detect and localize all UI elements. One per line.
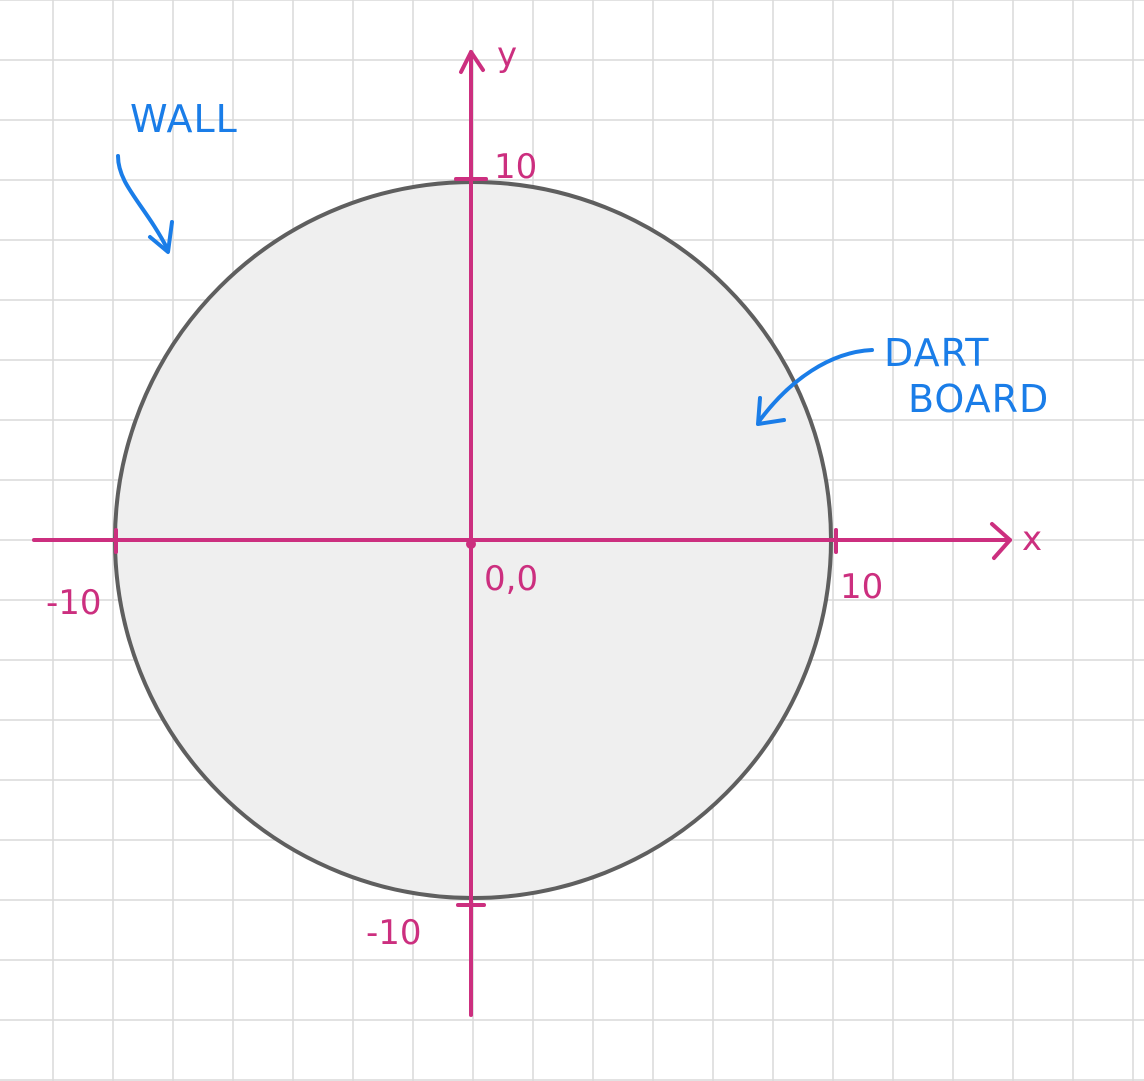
x-axis-label: x <box>1022 519 1042 559</box>
y-max-label: 10 <box>494 147 537 187</box>
x-axis-arrowhead <box>990 522 1012 560</box>
x-max-label: 10 <box>840 567 883 607</box>
dart-board-label-line2: BOARD <box>908 377 1049 421</box>
origin-label: 0,0 <box>484 559 538 599</box>
y-axis-label: y <box>497 35 517 75</box>
y-min-label: -10 <box>366 913 422 953</box>
y-axis <box>454 50 488 1017</box>
dart-board-arrow <box>756 348 874 426</box>
x-axis <box>32 522 1012 560</box>
wall-label: WALL <box>130 97 238 141</box>
x-min-label: -10 <box>46 583 102 623</box>
origin-dot <box>466 539 476 549</box>
dart-board-label-line1: DART <box>884 331 989 375</box>
y-axis-arrowhead <box>459 50 485 74</box>
wall-arrow <box>116 154 174 254</box>
